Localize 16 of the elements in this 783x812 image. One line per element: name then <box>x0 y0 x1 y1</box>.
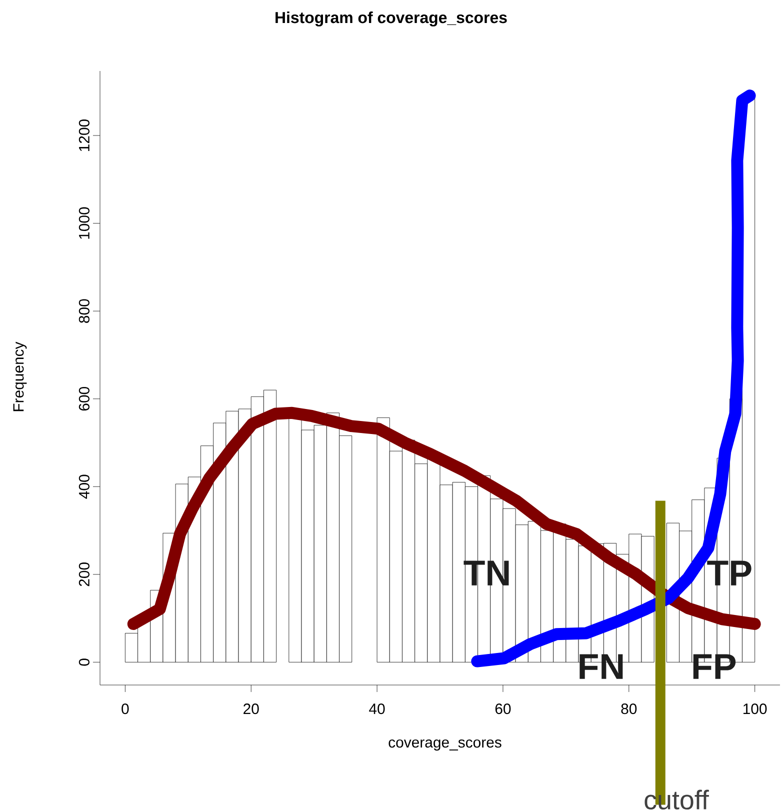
y-axis-title: Frequency <box>13 342 27 412</box>
y-tick-label: 400 <box>78 474 90 499</box>
x-axis-title: coverage_scores <box>388 739 502 751</box>
y-tick-label: 600 <box>78 386 90 411</box>
chart-title: Histogram of coverage_scores <box>276 12 507 26</box>
x-tick-label: 0 <box>122 704 129 714</box>
y-tick-label: 800 <box>78 299 90 323</box>
x-tick-label: 80 <box>621 704 637 714</box>
y-tick-label: 200 <box>78 562 90 586</box>
x-tick-label: 40 <box>369 704 385 714</box>
y-tick-label: 1000 <box>78 207 90 239</box>
x-tick-label: 20 <box>244 704 259 714</box>
y-tick-label: 1200 <box>78 119 90 151</box>
x-tick-label: 100 <box>744 704 767 714</box>
x-tick-label: 60 <box>495 704 511 714</box>
y-tick-label: 0 <box>78 658 90 666</box>
